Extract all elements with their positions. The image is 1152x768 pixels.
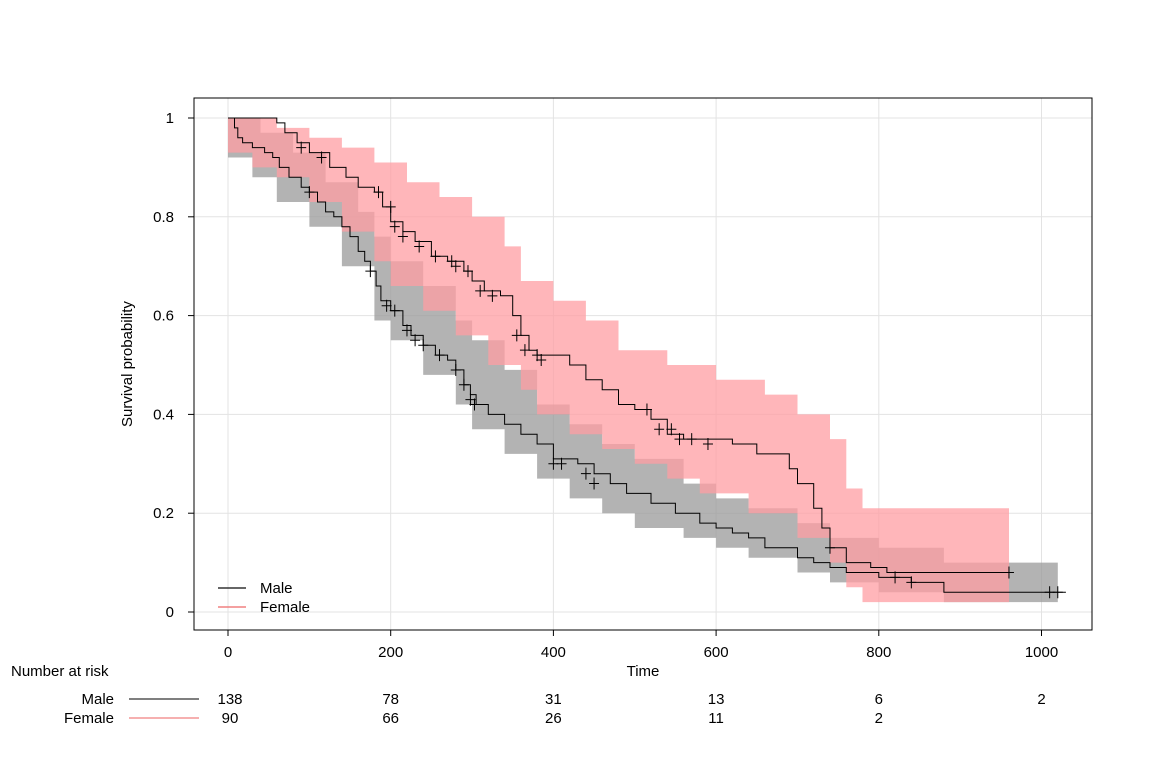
censor-mark-female (397, 230, 408, 243)
censor-mark-female (666, 423, 677, 436)
x-tick-label: 1000 (1025, 644, 1058, 661)
censor-mark-female (686, 433, 697, 446)
censor-mark-male (381, 299, 392, 312)
y-tick-label: 0.4 (153, 406, 174, 423)
censor-mark-male (589, 477, 600, 490)
x-tick-label: 600 (704, 644, 729, 661)
censor-mark-male (469, 398, 480, 411)
censor-mark-female (536, 354, 547, 367)
risk-count: 66 (382, 710, 399, 727)
y-tick-label: 0.2 (153, 505, 174, 522)
censor-mark-female (519, 344, 530, 357)
censor-mark-female (824, 541, 835, 554)
y-tick-label: 1 (166, 110, 174, 127)
censor-mark-female (446, 255, 457, 268)
risk-count: 78 (382, 691, 399, 708)
legend-label-female: Female (260, 599, 310, 616)
censor-mark-female (430, 250, 441, 263)
y-tick-label: 0.6 (153, 308, 174, 325)
censor-mark-male (418, 339, 429, 352)
censor-mark-male (458, 378, 469, 391)
censor-mark-female (316, 151, 327, 164)
risk-count: 11 (708, 710, 724, 727)
survival-curve-female (228, 117, 1009, 573)
censor-mark-female (385, 200, 396, 213)
censor-mark-male (304, 186, 315, 199)
risk-count: 90 (222, 710, 239, 727)
censor-mark-male (401, 324, 412, 337)
risk-count: 6 (875, 691, 883, 708)
risk-count: 26 (545, 710, 562, 727)
legend-label-male: Male (260, 580, 293, 597)
censor-mark-female (702, 438, 713, 451)
censor-mark-female (1003, 566, 1014, 579)
plot-frame (193, 97, 1093, 631)
censor-mark-female (373, 186, 384, 199)
censor-mark-male (906, 576, 917, 589)
x-axis: 0 200 400 600 800 1000 (224, 630, 1058, 661)
x-tick-label: 400 (541, 644, 566, 661)
censor-mark-female (475, 284, 486, 297)
censor-mark-male (890, 571, 901, 584)
censor-marks (296, 141, 1063, 599)
y-tick-label: 0 (166, 604, 174, 621)
censor-mark-male (1052, 586, 1063, 599)
censor-mark-female (462, 265, 473, 278)
censor-mark-male (389, 304, 400, 317)
risk-table: Male 138 78 31 13 6 2 Female 90 66 26 11 2 (64, 691, 1046, 727)
censor-mark-female (296, 141, 307, 154)
censor-mark-female (389, 220, 400, 233)
risk-count: 31 (545, 691, 562, 708)
y-axis-label: Survival probability (119, 301, 136, 427)
risk-count: 138 (217, 691, 242, 708)
x-tick-label: 800 (866, 644, 891, 661)
risk-count: 2 (875, 710, 883, 727)
risk-row-label-male: Male (81, 691, 114, 708)
censor-mark-female (414, 240, 425, 253)
censor-mark-male (365, 265, 376, 278)
x-axis-label: Time (627, 663, 660, 680)
censor-mark-female (487, 289, 498, 302)
x-tick-label: 0 (224, 644, 232, 661)
confidence-band-female (228, 118, 1009, 603)
censor-mark-male (580, 467, 591, 480)
censor-mark-female (674, 433, 685, 446)
legend: Male Female (218, 580, 310, 616)
censor-mark-male (410, 334, 421, 347)
censor-mark-female (641, 403, 652, 416)
censor-mark-female (532, 349, 543, 362)
x-tick-label: 200 (378, 644, 403, 661)
censor-mark-female (511, 329, 522, 342)
y-axis: 0 0.2 0.4 0.6 0.8 1 (153, 110, 194, 621)
censor-mark-female (654, 423, 665, 436)
risk-count: 2 (1037, 691, 1045, 708)
censor-mark-male (556, 457, 567, 470)
risk-table-title: Number at risk (11, 663, 109, 680)
confidence-bands (228, 118, 1058, 608)
risk-row-label-female: Female (64, 710, 114, 727)
censor-mark-male (465, 393, 476, 406)
risk-count: 13 (708, 691, 725, 708)
censor-mark-female (450, 260, 461, 273)
censor-mark-male (450, 363, 461, 376)
censor-mark-male (434, 349, 445, 362)
y-tick-label: 0.8 (153, 209, 174, 226)
